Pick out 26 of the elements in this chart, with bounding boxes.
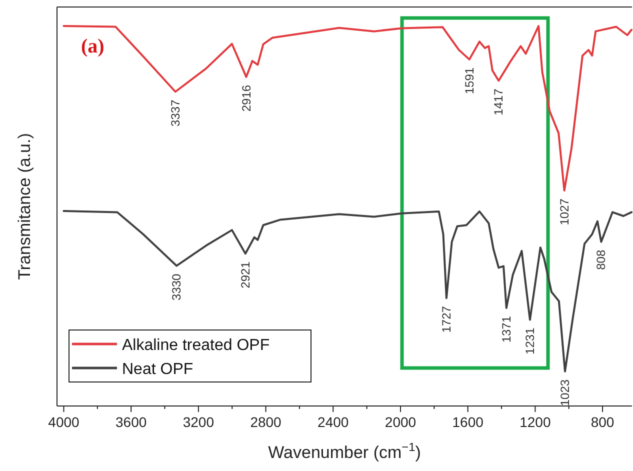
- legend-label: Alkaline treated OPF: [122, 337, 270, 354]
- annotation: 1727: [439, 306, 454, 333]
- x-tick-label: 2800: [250, 414, 282, 430]
- x-tick-label: 2400: [318, 414, 349, 430]
- x-tick-label: 4000: [48, 414, 80, 430]
- annotation: 1591: [462, 67, 476, 94]
- x-axis-title: Wavenumber (cm$^{−1}$): [268, 440, 421, 462]
- x-tick-label: 3600: [116, 414, 147, 430]
- annotation: 2921: [238, 261, 252, 288]
- legend-label: Neat OPF: [122, 361, 194, 378]
- annotation: 1417: [492, 88, 506, 116]
- annotation: 1371: [499, 316, 514, 343]
- annotation: 1231: [522, 327, 537, 354]
- x-tick-label: 1200: [520, 414, 551, 430]
- y-axis-title: Transmitance (a.u.): [15, 133, 34, 280]
- x-tick-label: 3200: [182, 414, 214, 430]
- annotation: 808: [594, 250, 608, 270]
- annotation: 1027: [557, 198, 572, 226]
- annotation: 3337: [168, 99, 182, 126]
- annotation: 1023: [558, 379, 572, 406]
- x-tick-label: 1600: [452, 414, 484, 430]
- annotation: (a): [81, 36, 104, 58]
- x-tick-label: 2000: [384, 414, 416, 430]
- annotation: 3330: [170, 273, 184, 300]
- x-tick-label: 800: [590, 414, 614, 430]
- annotation: 2916: [239, 84, 254, 112]
